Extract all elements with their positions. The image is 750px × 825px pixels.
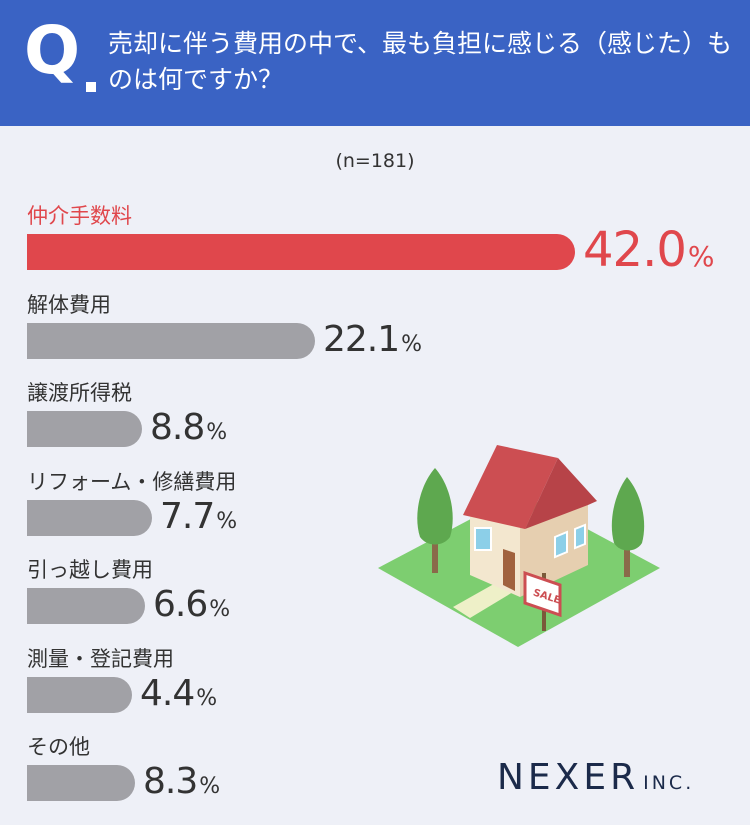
- bar-value-label: 8.8%: [150, 410, 227, 446]
- bar-value-number: 6.6: [153, 584, 208, 625]
- bar: [27, 588, 145, 624]
- q-mark: Q: [24, 12, 81, 89]
- front-door: [503, 549, 515, 591]
- bar-label: 引っ越し費用: [27, 558, 153, 582]
- bar-value-number: 8.3: [143, 761, 198, 802]
- bar: [27, 765, 135, 801]
- roof-front: [463, 445, 558, 529]
- bar-value-number: 4.4: [140, 672, 195, 714]
- bar-value-unit: %: [196, 685, 218, 711]
- bar-value-number: 8.8: [150, 407, 205, 448]
- bar: [27, 411, 142, 447]
- bar-value-unit: %: [206, 420, 228, 445]
- bar-value-number: 42.0: [583, 222, 687, 278]
- bar: [27, 676, 132, 713]
- bar-label: 譲渡所得税: [27, 381, 132, 405]
- sale-sign-board: [523, 570, 562, 618]
- bar-value-label: 42.0%: [583, 226, 714, 274]
- bar: [27, 322, 315, 359]
- roof-side: [525, 458, 597, 529]
- right-tree-trunk: [624, 525, 630, 577]
- bar-value-unit: %: [216, 508, 238, 534]
- bar-value-label: 7.7%: [160, 495, 238, 537]
- bar: [27, 234, 575, 270]
- question-header: Q 売却に伴う費用の中で、最も負担に感じる（感じた）ものは何ですか？: [0, 0, 750, 126]
- question-text: 売却に伴う費用の中で、最も負担に感じる（感じた）ものは何ですか？: [108, 29, 733, 94]
- logo-main: NEXER: [497, 757, 640, 798]
- bar-label: 仲介手数料: [27, 204, 132, 228]
- bar-label: リフォーム・修繕費用: [27, 469, 237, 494]
- bar-value-unit: %: [209, 597, 231, 622]
- left-tree-crown: [417, 468, 453, 545]
- bar-value-label: 4.4%: [140, 672, 218, 714]
- sample-size: (n=181): [335, 150, 415, 172]
- house-for-sale-illustration: SALE: [378, 445, 660, 647]
- bar-label: 解体費用: [27, 292, 111, 317]
- q-dot: [86, 82, 96, 92]
- bar: [27, 499, 152, 536]
- nexer-logo: NEXER INC.: [497, 757, 694, 798]
- bar-value-number: 7.7: [160, 495, 215, 537]
- bar-value-unit: %: [401, 331, 423, 357]
- bar-label: 測量・登記費用: [27, 646, 174, 671]
- side-window-2: [574, 523, 586, 550]
- logo-sub: INC.: [643, 772, 695, 794]
- bar-value-label: 8.3%: [143, 764, 220, 800]
- bar-label: その他: [27, 735, 90, 759]
- side-window-1: [554, 530, 568, 559]
- bar-value-unit: %: [687, 240, 715, 273]
- bar-value-label: 22.1%: [323, 318, 423, 360]
- bar-value-number: 22.1: [323, 318, 400, 360]
- front-window: [474, 527, 492, 551]
- bar-value-unit: %: [199, 774, 221, 799]
- bar-value-label: 6.6%: [153, 587, 230, 623]
- right-tree-crown: [611, 477, 645, 551]
